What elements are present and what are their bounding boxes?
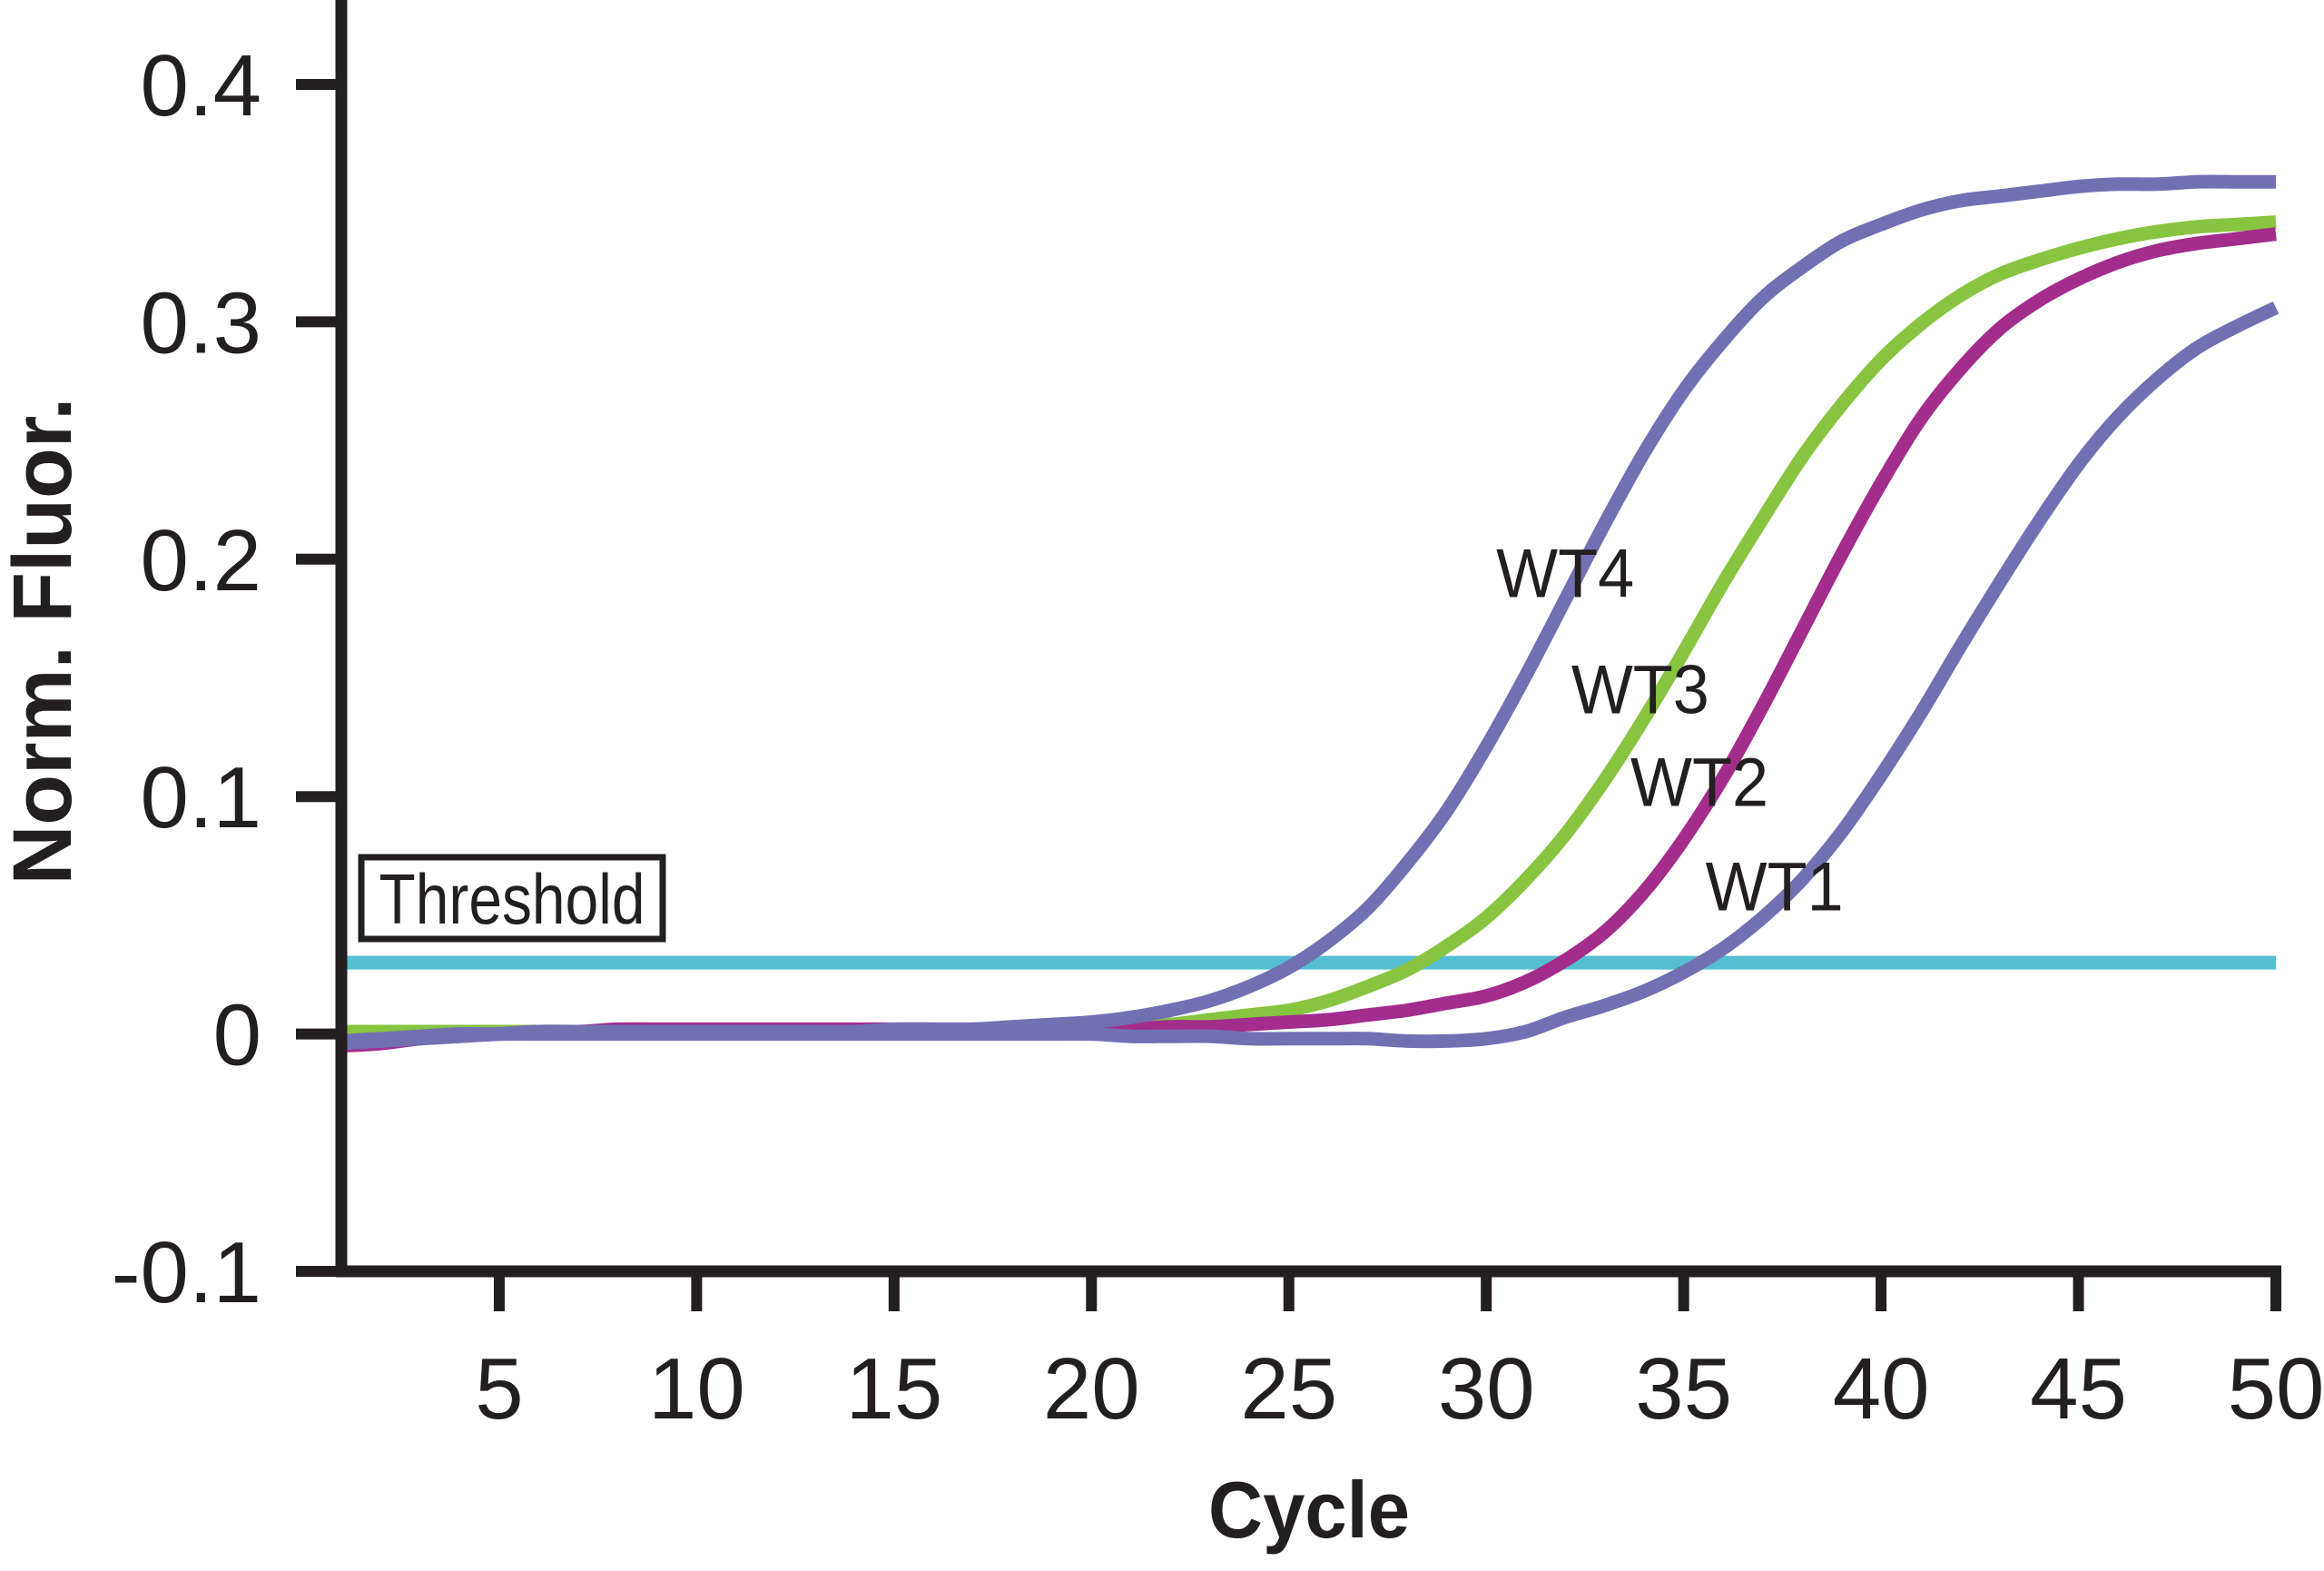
x-tick-label: 45 [2030,1340,2127,1438]
threshold-label: Threshold [379,859,645,939]
x-axis-title: Cycle [1208,1465,1410,1555]
threshold-annotation: Threshold [358,854,666,943]
x-tick-label: 10 [648,1340,745,1438]
x-tick-label: 50 [2228,1340,2324,1438]
x-tick-label: 25 [1240,1340,1337,1438]
curve-label-wt2: WT2 [1630,745,1768,822]
y-axis-title: Norm. Fluor. [0,398,89,885]
y-tick-label: 0 [213,987,261,1084]
x-tick-label: 5 [475,1340,523,1438]
y-tick-label: 0.1 [141,749,261,846]
x-tick-label: 20 [1043,1340,1140,1438]
curve-label-wt4: WT4 [1496,536,1634,613]
curve-wt1 [340,301,2280,1051]
x-tick-label: 40 [1833,1340,1930,1438]
curve-label-wt3: WT3 [1571,652,1709,729]
x-tick-label: 35 [1635,1340,1732,1438]
curve-label-wt1: WT1 [1706,849,1844,926]
x-tick-label: 30 [1438,1340,1535,1438]
threshold-label-box [358,854,666,943]
plot-area: 0.4 0.3 0.2 0.1 0 -0.1 5 10 15 20 25 30 35 40 45 50 WT4 W… [112,0,2324,1438]
y-tick-label: 0.4 [141,37,261,134]
x-tick-label: 15 [845,1340,942,1438]
y-tick-label: -0.1 [112,1224,261,1321]
y-tick-label: 0.2 [141,512,261,609]
y-tick-label: 0.3 [141,274,261,371]
